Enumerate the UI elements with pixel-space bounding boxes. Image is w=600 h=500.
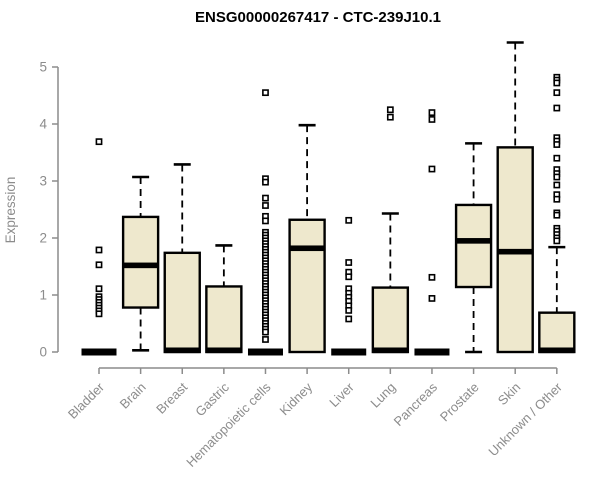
y-tick-label-3: 3 [39, 174, 47, 189]
outlier-pancreas [428, 295, 436, 302]
outlier-unknown-other [553, 104, 561, 112]
x-tick-label-pancreas: Pancreas [391, 379, 441, 429]
median-unknown-other [539, 347, 575, 354]
outlier-unknown-other [553, 89, 561, 97]
outlier-liver [345, 273, 353, 281]
outlier-liver [345, 306, 353, 314]
box-gastric [205, 285, 243, 354]
outlier-lung [386, 113, 394, 121]
x-tick-label-gastric: Gastric [192, 379, 232, 419]
outlier-liver [345, 315, 353, 323]
outlier-unknown-other [553, 237, 561, 245]
outlier-pancreas [428, 116, 436, 123]
box-prostate [454, 203, 493, 289]
median-brain [123, 262, 159, 269]
y-tick-label-2: 2 [39, 231, 47, 246]
x-tick-label-unknown-other: Unknown / Other [485, 379, 565, 459]
x-tick-label-kidney: Kidney [277, 379, 316, 418]
x-tick-label-liver: Liver [326, 379, 357, 410]
outlier-liver [345, 259, 353, 266]
outlier-unknown-other [553, 154, 561, 162]
collapsed-box-liver [331, 348, 367, 356]
collapsed-box-hematopoietic-cells [247, 348, 283, 356]
outlier-hematopoietic-cells [262, 178, 269, 186]
outlier-hematopoietic-cells [262, 194, 269, 202]
median-lung [372, 347, 408, 354]
box-brain [121, 215, 160, 309]
outlier-hematopoietic-cells [262, 336, 269, 343]
outlier-liver [345, 216, 353, 224]
box-kidney [288, 218, 326, 354]
outlier-bladder [95, 310, 103, 318]
y-tick-label-0: 0 [39, 345, 47, 360]
collapsed-box-pancreas [414, 348, 450, 356]
x-tick-label-breast: Breast [153, 379, 190, 416]
outlier-unknown-other [553, 79, 561, 87]
outlier-bladder [95, 138, 103, 146]
outlier-bladder [95, 261, 103, 269]
outlier-unknown-other [553, 181, 561, 189]
outlier-hematopoietic-cells [262, 89, 269, 97]
outlier-unknown-other [553, 141, 561, 148]
collapsed-box-bladder [81, 348, 117, 356]
median-skin [497, 248, 533, 255]
box-breast [163, 251, 201, 354]
box-unknown-other [538, 311, 576, 354]
x-tick-label-lung: Lung [367, 380, 398, 411]
outlier-unknown-other [553, 173, 561, 181]
outlier-pancreas [428, 109, 436, 116]
outlier-pancreas [428, 165, 436, 173]
x-tick-label-brain: Brain [117, 380, 149, 412]
median-kidney [289, 245, 325, 252]
outlier-hematopoietic-cells [262, 217, 269, 225]
outlier-hematopoietic-cells [262, 328, 269, 336]
chart-title: ENSG00000267417 - CTC-239J10.1 [195, 9, 441, 26]
y-tick-label-1: 1 [39, 288, 47, 303]
x-tick-label-prostate: Prostate [437, 380, 482, 425]
median-prostate [456, 238, 492, 244]
outlier-unknown-other [553, 211, 561, 219]
y-tick-label-5: 5 [39, 60, 47, 75]
outlier-hematopoietic-cells [262, 202, 269, 209]
x-tick-label-bladder: Bladder [65, 379, 108, 422]
outlier-lung [386, 106, 394, 114]
y-axis-title: Expression [3, 177, 18, 244]
median-gastric [206, 347, 242, 354]
median-breast [164, 347, 200, 354]
outlier-bladder [95, 285, 103, 293]
y-tick-label-4: 4 [39, 117, 47, 132]
outlier-bladder [95, 246, 103, 254]
outlier-unknown-other [553, 195, 561, 203]
outlier-pancreas [428, 273, 436, 281]
box-lung [371, 286, 410, 354]
x-tick-label-skin: Skin [495, 380, 523, 408]
